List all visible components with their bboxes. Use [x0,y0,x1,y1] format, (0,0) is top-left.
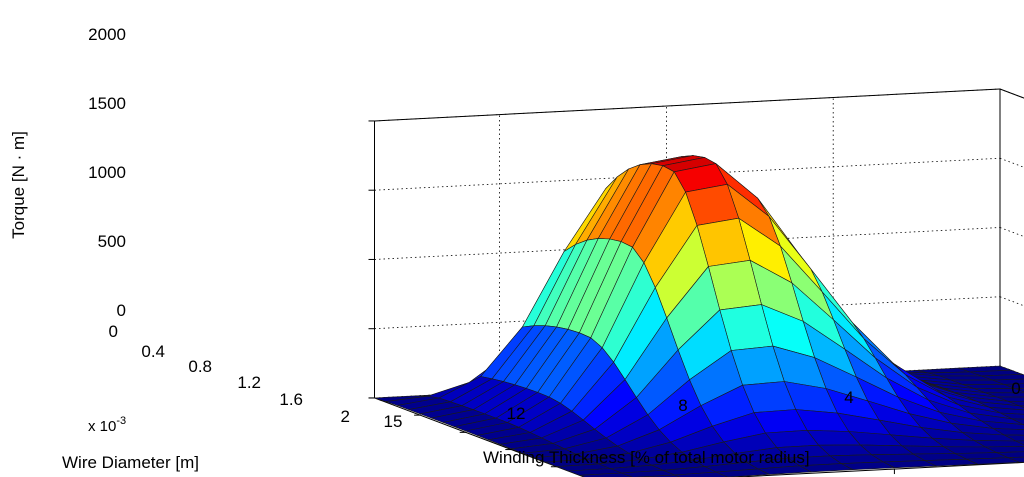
surface-patch [621,469,675,477]
surface-patch [715,468,770,477]
x-tick-4: 4 [844,388,853,407]
y-tick-0.8: 0.8 [188,357,212,376]
surface-patch [579,472,633,477]
surface-patch [674,471,728,477]
x-axis-label: Winding Thickness [% of total motor radi… [483,448,810,467]
y-tick-1.6: 1.6 [279,390,303,409]
y-axis-label: Wire Diameter [m] [62,453,199,472]
y-axis-multiplier: x 10-3 [88,415,126,435]
x-tick-8: 8 [678,396,687,415]
z-tick-500: 500 [98,232,126,251]
back-wall-gridline [374,157,1001,191]
side-wall-gridline [999,157,1024,168]
y-tick-2: 2 [341,407,350,426]
z-tick-1000: 1000 [88,163,126,182]
surface-patch [1018,405,1024,409]
z-tick-1500: 1500 [88,94,126,113]
x-axis-line [728,461,1024,477]
box-edge-top-back [374,88,1001,122]
z-tick-2000: 2000 [88,25,126,44]
x-tick-15: 15 [384,412,403,431]
side-wall-gridline [999,88,1024,99]
surface-plot [374,155,1024,477]
x-tick-12: 12 [507,404,526,423]
side-wall-gridline [999,227,1024,237]
back-wall-gridline [374,227,1001,260]
back-wall-gridline [374,296,1001,330]
y-tick-0: 0 [109,322,118,341]
x-tick-0: 0 [1011,379,1020,398]
z-tick-0: 0 [117,301,126,320]
z-axis-label: Torque [N · m] [9,131,28,239]
y-tick-0.4: 0.4 [141,342,165,361]
y-tick-1.2: 1.2 [237,373,261,392]
box-edge-top-side [999,88,1024,99]
